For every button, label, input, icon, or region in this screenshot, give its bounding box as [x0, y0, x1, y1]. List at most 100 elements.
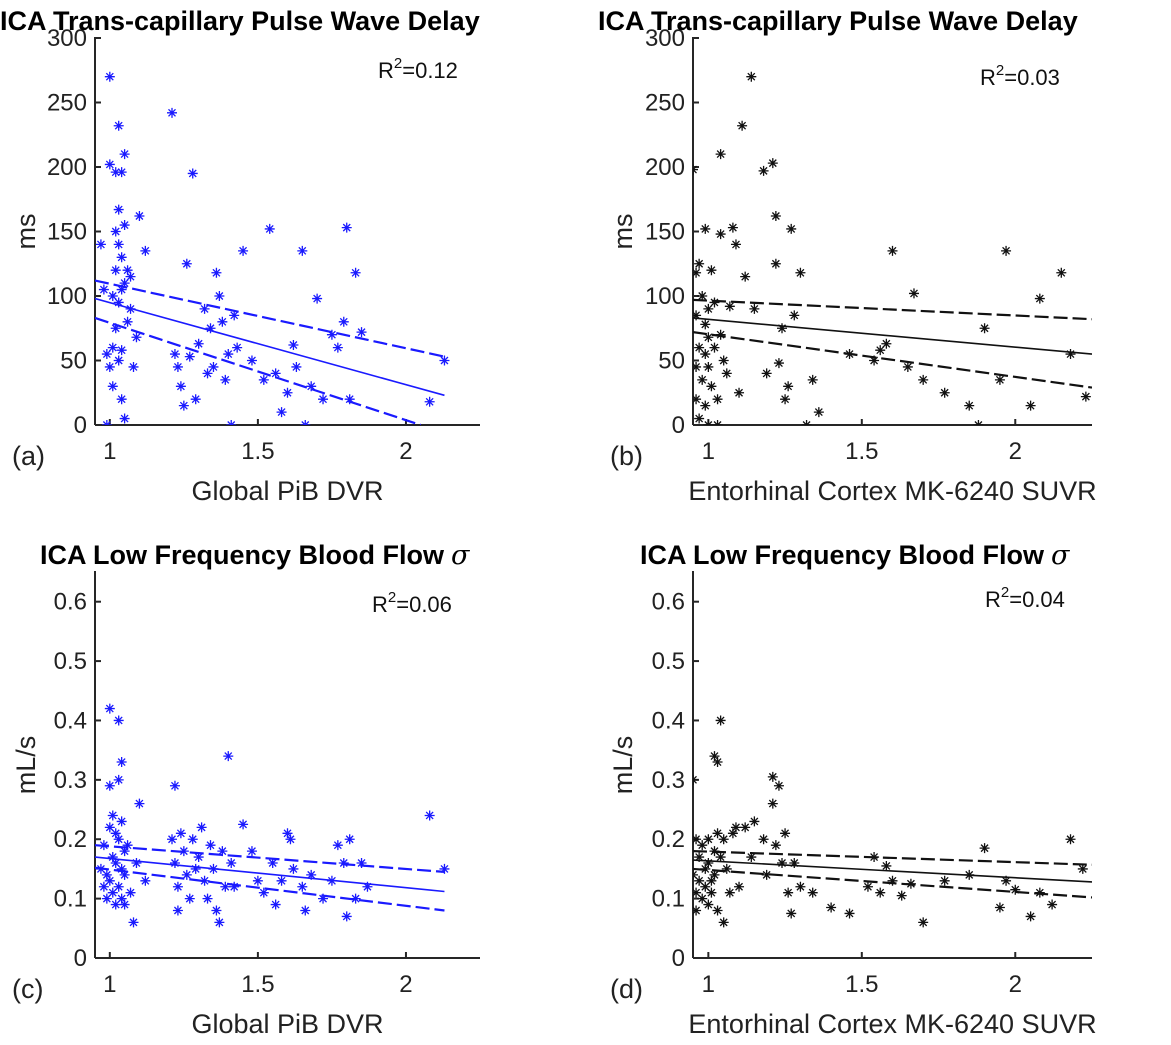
data-point — [693, 887, 702, 898]
data-point — [199, 303, 210, 314]
data-point — [107, 852, 118, 863]
data-point — [199, 875, 210, 886]
r-squared-exponent: 2 — [1001, 584, 1009, 601]
y-tick-label: 200 — [645, 154, 685, 181]
data-point — [887, 875, 898, 886]
x-tick-label: 1.5 — [845, 971, 878, 998]
data-point — [208, 361, 219, 372]
data-point — [104, 703, 115, 714]
data-point — [193, 338, 204, 349]
data-point — [721, 863, 732, 874]
title-symbol: σ — [451, 540, 471, 571]
data-point — [1077, 863, 1088, 874]
data-point — [101, 420, 112, 425]
data-point — [205, 323, 216, 334]
data-point — [116, 757, 127, 768]
data-point — [724, 887, 735, 898]
data-point — [727, 828, 738, 839]
data-point — [104, 875, 115, 886]
confidence-bound-lower — [95, 866, 445, 912]
data-point — [786, 223, 797, 234]
data-point — [169, 349, 180, 360]
x-tick-label: 1.5 — [845, 438, 878, 465]
data-point — [119, 846, 130, 857]
data-point — [994, 902, 1005, 913]
data-point — [939, 875, 950, 886]
data-point — [734, 881, 745, 892]
data-point — [229, 310, 240, 321]
confidence-bound-upper — [95, 279, 445, 358]
data-point — [424, 810, 435, 821]
x-tick-label: 2 — [1009, 438, 1022, 465]
regression-line — [95, 297, 445, 397]
data-point — [875, 887, 886, 898]
data-point — [140, 875, 151, 886]
data-point — [116, 394, 127, 405]
data-point — [169, 857, 180, 868]
data-point — [101, 893, 112, 904]
title-symbol: σ — [1051, 540, 1071, 571]
y-tick-label: 0.6 — [652, 589, 685, 616]
data-point — [693, 164, 698, 175]
data-point — [1065, 349, 1076, 360]
data-point — [211, 905, 222, 916]
data-point — [356, 857, 367, 868]
r-squared-base: R — [980, 65, 996, 90]
data-point — [350, 893, 361, 904]
data-point — [110, 226, 121, 237]
data-point — [282, 387, 293, 398]
chart-title: ICA Low Frequency Blood Flow σ — [640, 540, 1071, 571]
data-point — [703, 899, 714, 910]
data-point — [119, 413, 130, 424]
data-point — [107, 381, 118, 392]
data-point — [715, 329, 726, 340]
y-tick-label: 0.5 — [652, 648, 685, 675]
data-point — [172, 881, 183, 892]
data-point — [718, 917, 729, 928]
data-point — [697, 291, 708, 301]
y-tick-label: 0 — [74, 945, 87, 972]
data-point — [125, 303, 136, 314]
data-point — [264, 223, 275, 234]
data-point — [252, 875, 263, 886]
data-point — [973, 420, 984, 425]
y-tick-label: 0 — [672, 412, 685, 439]
data-point — [709, 846, 720, 857]
y-tick-label: 0.4 — [54, 707, 87, 734]
data-point — [715, 715, 726, 726]
data-point — [220, 374, 231, 385]
regression-line — [95, 856, 445, 893]
data-point — [694, 875, 705, 886]
data-point — [285, 834, 296, 845]
data-point — [101, 869, 112, 880]
data-point — [184, 893, 195, 904]
data-point — [703, 303, 714, 314]
data-point — [703, 332, 714, 343]
data-point — [122, 840, 133, 851]
data-point — [693, 834, 702, 845]
data-point — [1034, 887, 1045, 898]
data-point — [826, 902, 837, 913]
data-point — [939, 387, 950, 398]
confidence-bound-lower — [95, 316, 422, 425]
data-point — [918, 374, 929, 385]
confidence-bound-lower — [693, 331, 1092, 389]
r-squared-annotation: R2=0.12 — [378, 55, 458, 83]
data-point — [712, 757, 723, 768]
data-point — [140, 245, 151, 256]
data-point — [1056, 267, 1067, 278]
data-point — [113, 204, 124, 215]
data-point — [718, 355, 729, 366]
x-tick-label: 1.5 — [241, 438, 274, 465]
x-axis-label: Global PiB DVR — [191, 476, 383, 506]
data-point — [110, 899, 121, 910]
data-point — [439, 863, 450, 874]
data-point — [697, 840, 708, 851]
data-point — [184, 351, 195, 362]
data-point — [270, 368, 281, 379]
x-axis-label: Entorhinal Cortex MK-6240 SUVR — [688, 1009, 1096, 1039]
x-axis-label: Entorhinal Cortex MK-6240 SUVR — [688, 476, 1096, 506]
data-point — [1065, 834, 1076, 845]
data-point — [730, 239, 741, 250]
data-point — [780, 394, 791, 405]
